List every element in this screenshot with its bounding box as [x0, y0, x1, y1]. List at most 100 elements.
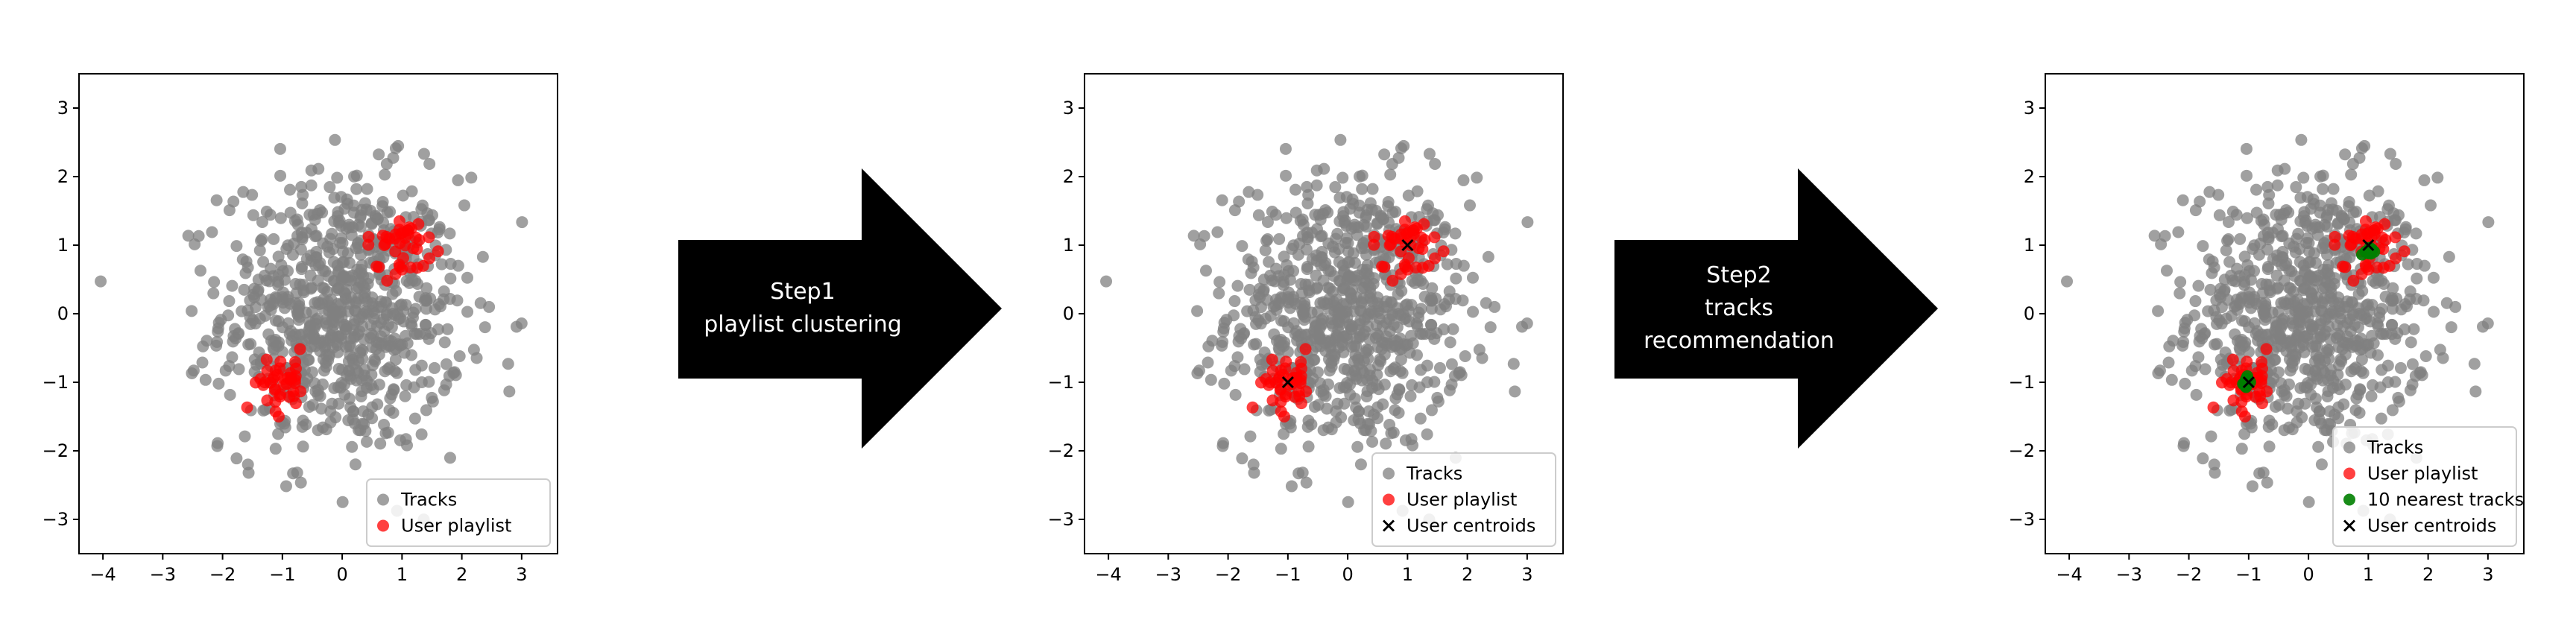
track-point — [249, 301, 262, 314]
track-point — [1423, 148, 1436, 160]
track-point — [2386, 404, 2399, 417]
playlist-point — [1368, 238, 1380, 251]
y-tick-label: 0 — [57, 303, 69, 324]
track-point — [2243, 265, 2255, 277]
track-point — [1389, 361, 1401, 374]
track-point — [1375, 343, 1388, 355]
track-point — [1282, 265, 1295, 277]
track-point — [1414, 412, 1427, 425]
scatter-panel-recommendation: −4 −3 −2 −1 0 1 2 3 3 2 1 0 −1 −2 −3 Tracks User playlis… — [2007, 73, 2528, 585]
track-point — [1368, 272, 1380, 285]
playlist-point — [1278, 410, 1290, 423]
track-point — [316, 378, 329, 390]
step1-title: Step1 — [770, 279, 836, 305]
track-point — [2189, 295, 2202, 308]
playlist-point — [1273, 371, 1286, 384]
track-point — [2235, 443, 2248, 455]
track-point — [383, 340, 396, 352]
track-point — [1361, 417, 1374, 430]
track-point — [374, 295, 387, 308]
track-point — [2382, 199, 2395, 212]
track-point — [237, 186, 250, 198]
track-point — [2372, 185, 2384, 197]
track-point — [1350, 340, 1363, 352]
track-point — [2270, 269, 2283, 282]
x-tick-label: −1 — [1275, 564, 1301, 585]
track-point — [2300, 306, 2313, 318]
track-point — [338, 388, 351, 401]
track-point — [409, 303, 422, 315]
track-point — [274, 169, 287, 182]
track-point — [370, 343, 382, 355]
x-tick-label: 0 — [2302, 564, 2314, 585]
track-point — [194, 265, 206, 277]
track-point — [2385, 318, 2398, 331]
track-point — [386, 302, 399, 314]
track-point — [259, 269, 271, 282]
track-point — [2241, 169, 2253, 182]
track-point — [289, 278, 302, 291]
track-point — [2343, 196, 2355, 209]
track-point — [215, 314, 227, 326]
track-point — [1339, 306, 1352, 318]
track-point — [2241, 212, 2253, 224]
track-point — [379, 168, 391, 181]
track-point — [352, 292, 364, 305]
scatter-panel-clustered: −4 −3 −2 −1 0 1 2 3 3 2 1 0 −1 −2 −3 Tracks User playlis… — [1046, 73, 1568, 585]
playlist-point — [2255, 377, 2267, 390]
playlist-point — [423, 231, 435, 244]
track-point — [382, 319, 394, 332]
scatter-plot-svg: −4 −3 −2 −1 0 1 2 3 3 2 1 0 −1 −2 −3 Tracks User playlis… — [1048, 73, 1564, 585]
track-point — [2247, 294, 2260, 306]
playlist-point — [260, 353, 273, 366]
track-point — [2310, 349, 2323, 361]
track-point — [329, 133, 341, 146]
track-point — [1315, 317, 1328, 330]
track-point — [257, 256, 270, 268]
track-point — [1356, 183, 1368, 195]
track-point — [2165, 373, 2178, 386]
scatter-plot-svg: −4 −3 −2 −1 0 1 2 3 3 2 1 0 −1 −2 −3 Tracks User playlis… — [2009, 73, 2525, 585]
track-point — [1329, 334, 1342, 347]
track-point — [1281, 346, 1294, 358]
track-point — [2300, 237, 2313, 250]
track-point — [350, 183, 363, 195]
track-point — [479, 321, 491, 334]
track-point — [2443, 250, 2455, 263]
track-point — [344, 349, 356, 361]
track-point — [1380, 437, 1392, 450]
track-point — [2305, 271, 2317, 284]
track-point — [1360, 211, 1372, 224]
step2-subtitle-line1: tracks — [1705, 295, 1773, 321]
playlist-point — [2389, 231, 2402, 244]
track-point — [1249, 595, 1261, 607]
track-point — [400, 329, 412, 342]
track-point — [2323, 352, 2335, 365]
track-point — [343, 221, 356, 234]
playlist-point — [1428, 231, 1441, 244]
track-point — [1380, 295, 1392, 308]
track-point — [1425, 404, 1438, 417]
track-point — [425, 327, 438, 340]
track-point — [2325, 304, 2337, 317]
track-point — [1389, 340, 1401, 352]
track-point — [2375, 412, 2387, 425]
track-point — [349, 458, 362, 471]
track-point — [224, 388, 236, 401]
track-point — [2305, 388, 2317, 401]
track-point — [1280, 169, 1292, 182]
track-point — [287, 467, 300, 480]
track-point — [1357, 292, 1370, 305]
nearest-track-point — [2365, 247, 2378, 260]
y-tick-label: −2 — [42, 440, 69, 461]
track-point — [270, 314, 282, 327]
track-point — [2208, 261, 2220, 273]
track-point — [1311, 572, 1323, 584]
track-point — [361, 183, 373, 195]
track-point — [2255, 278, 2268, 291]
track-point — [253, 312, 266, 325]
track-point — [1425, 294, 1438, 306]
playlist-point — [432, 245, 444, 258]
track-point — [338, 271, 351, 284]
track-point — [1406, 379, 1418, 391]
